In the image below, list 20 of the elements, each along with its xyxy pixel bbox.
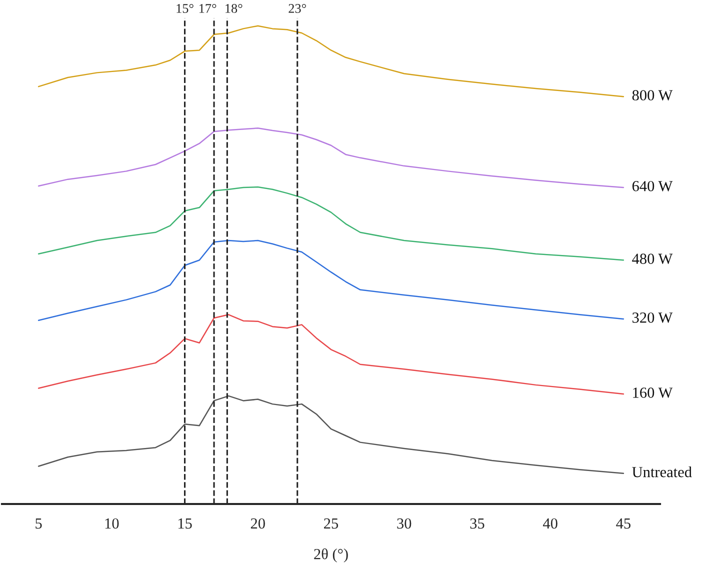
- series-label: 800 W: [632, 90, 673, 100]
- ref-line-label: 23°: [288, 4, 306, 13]
- x-tick-label: 15: [178, 518, 192, 529]
- x-tick-label: 45: [616, 518, 630, 529]
- ref-line-label: 17°: [199, 4, 216, 13]
- series-label: 480 W: [632, 254, 673, 264]
- series-label: 160 W: [633, 388, 673, 398]
- x-tick-label: 40: [542, 518, 558, 529]
- x-tick-label: 10: [105, 518, 119, 529]
- x-axis-title: 2θ (°): [314, 548, 348, 562]
- series-label: 640 W: [632, 180, 673, 192]
- ref-line-label: 15°: [176, 4, 194, 13]
- x-tick-label: 35: [470, 518, 484, 529]
- x-tick-label: 20: [250, 518, 265, 529]
- x-tick-label: 5: [36, 518, 42, 529]
- series-label: Untreated: [632, 466, 692, 478]
- series-label: 320 W: [632, 312, 673, 323]
- x-tick-label: 30: [397, 518, 412, 529]
- ref-line-label: 18°: [226, 4, 242, 13]
- x-tick-label: 25: [324, 518, 338, 529]
